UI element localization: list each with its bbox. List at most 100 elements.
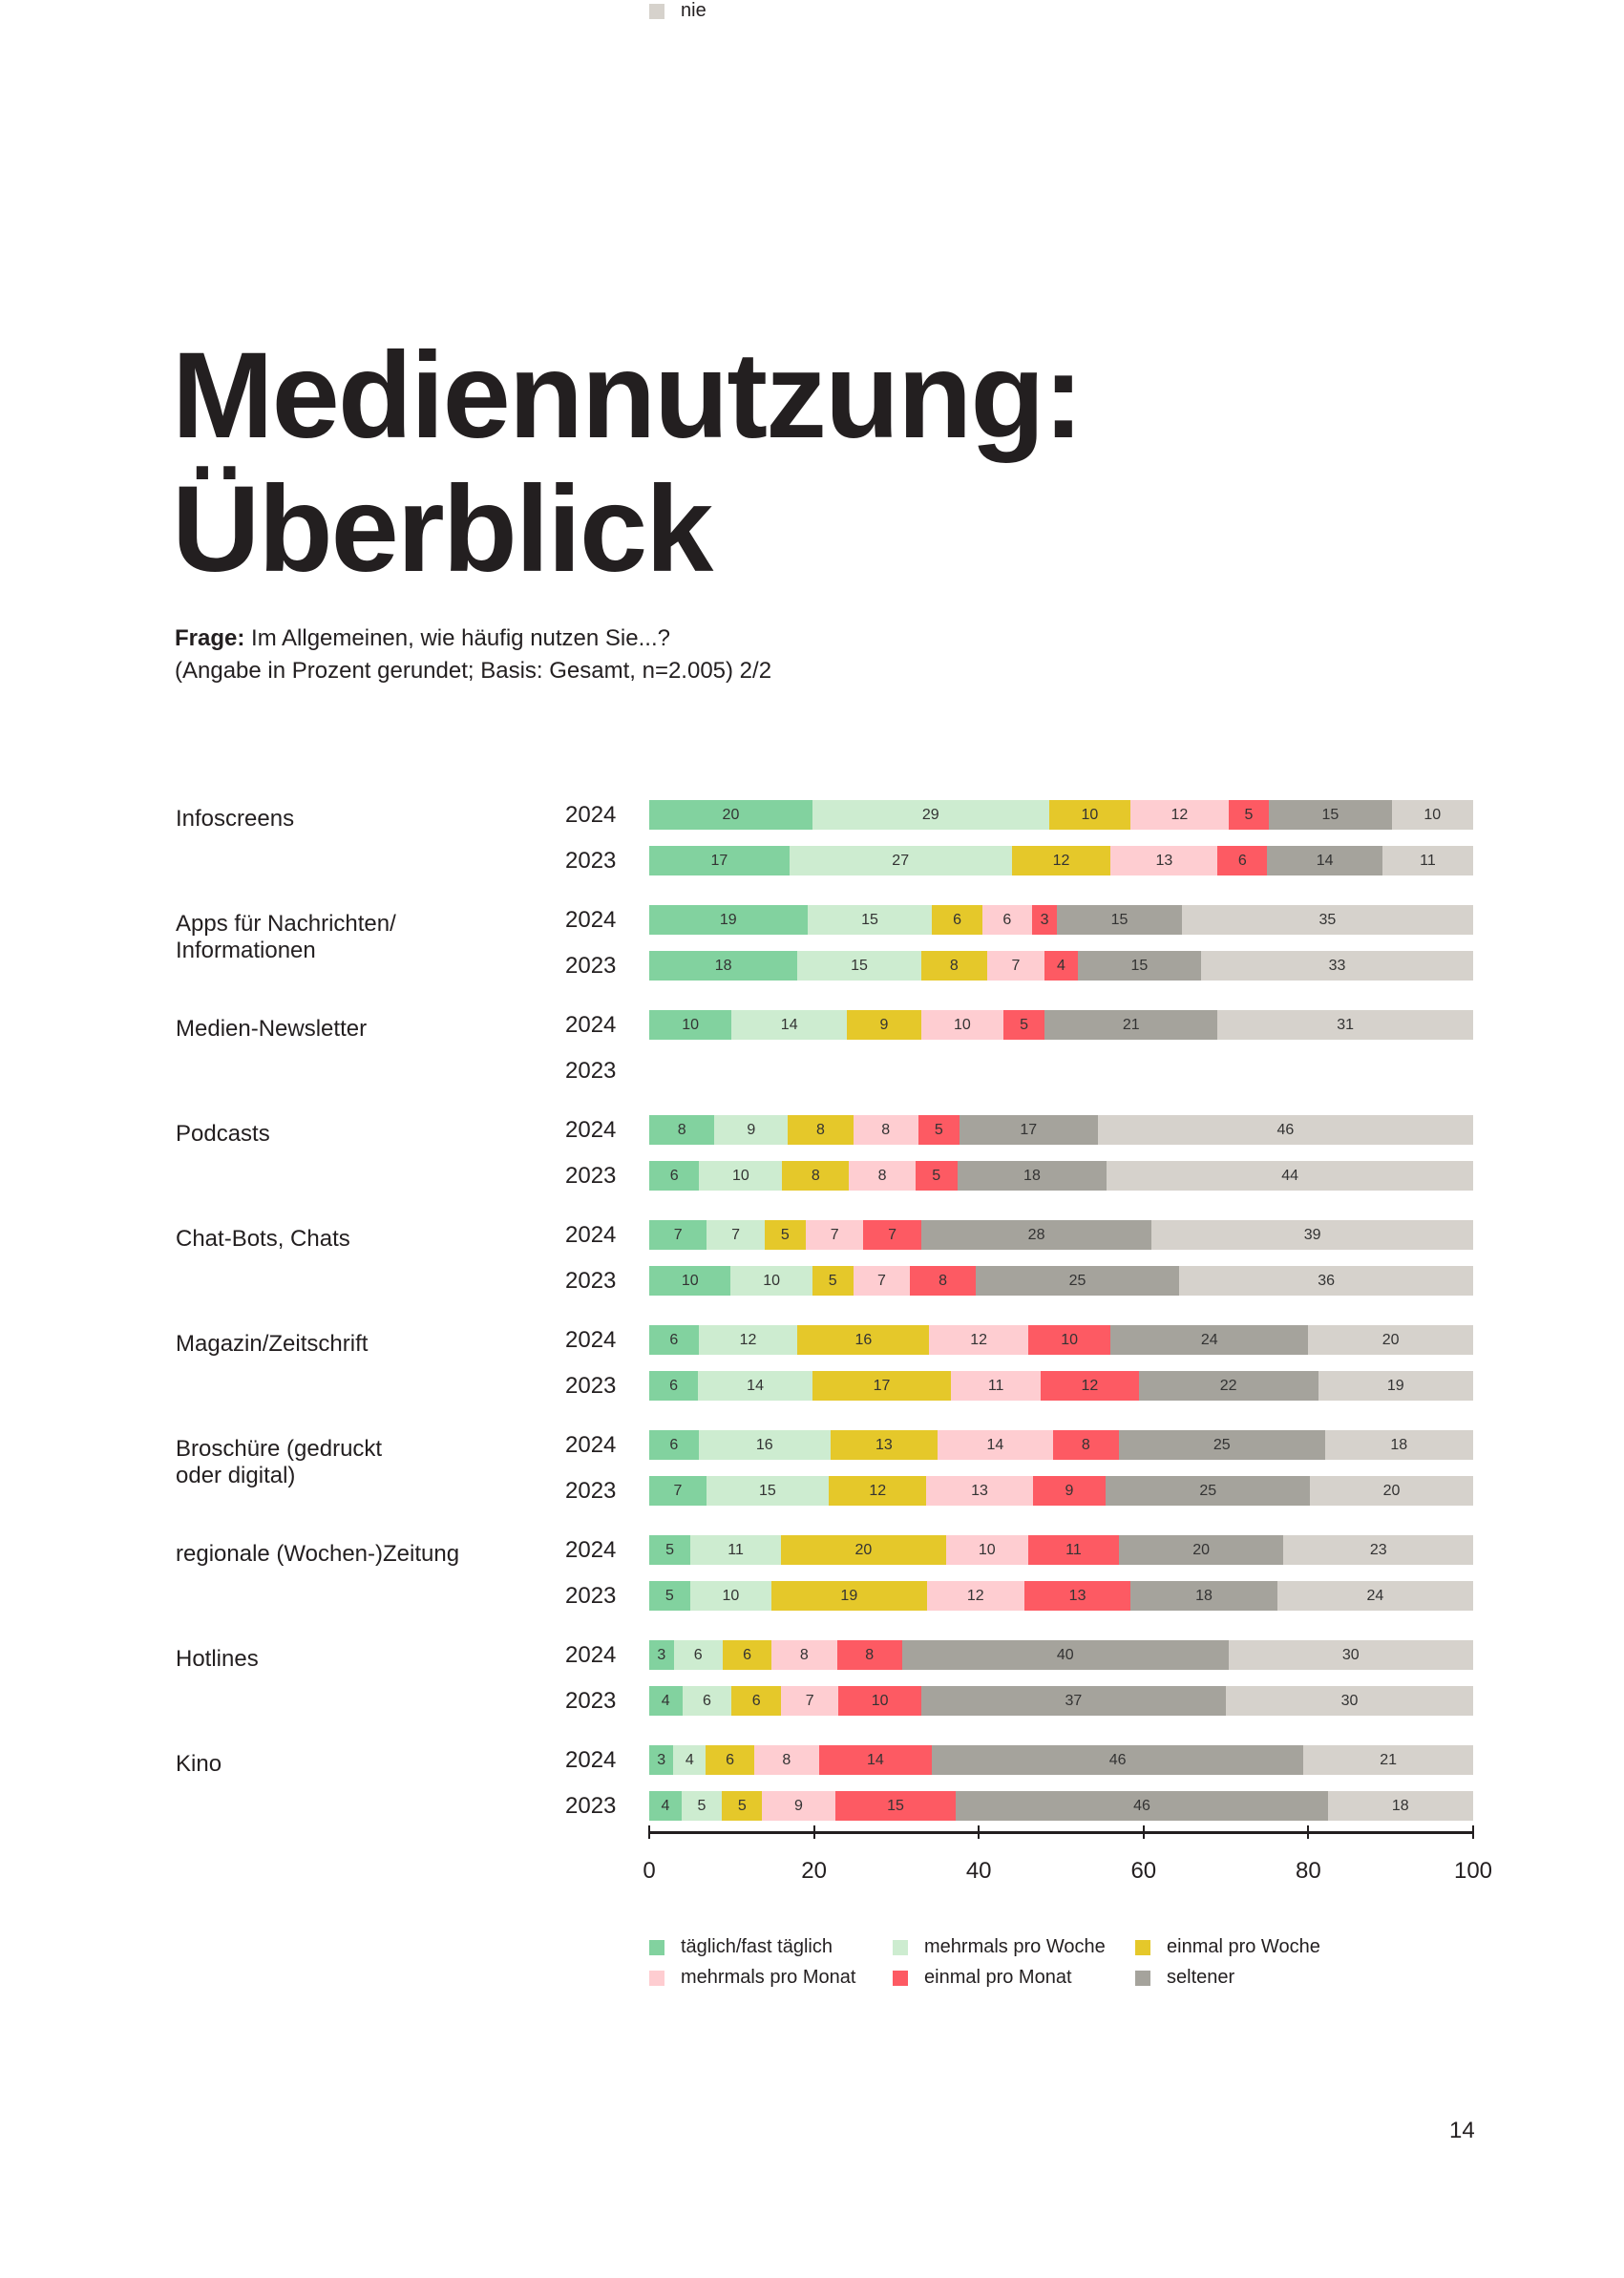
- bar-segment: 15: [797, 951, 921, 981]
- legend-label: nie: [681, 0, 707, 21]
- bar-segment: 19: [1318, 1371, 1473, 1401]
- bar-segment: 21: [1303, 1745, 1473, 1775]
- year-label: 2024: [565, 802, 617, 828]
- bar-segment: 5: [764, 1220, 806, 1250]
- bar-segment: 20: [1310, 1476, 1473, 1506]
- bar-segment: 12: [1041, 1371, 1139, 1401]
- bar-segment: 33: [1201, 951, 1473, 981]
- bar-segment: 44: [1107, 1161, 1473, 1191]
- bar-segment: 11: [1382, 846, 1473, 875]
- bar-segment: 3: [1031, 905, 1058, 935]
- bar-segment: 8: [920, 951, 987, 981]
- bar-segment: 5: [1003, 1010, 1045, 1040]
- basis-text: (Angabe in Prozent gerundet; Basis: Gesa…: [175, 658, 772, 684]
- legend-label: einmal pro Woche: [1167, 1936, 1320, 1957]
- x-axis-tick: [1307, 1825, 1310, 1839]
- bar-segment: 14: [938, 1430, 1053, 1460]
- stacked-bar: 8 9 8 8 5 17 46: [649, 1115, 1473, 1145]
- stacked-bar: 3 4 6 8 14 46 21: [649, 1745, 1473, 1775]
- year-label: 2024: [565, 1012, 617, 1038]
- bar-segment: 27: [789, 846, 1012, 875]
- bar-segment: 46: [932, 1745, 1304, 1775]
- x-tick-label: 80: [1296, 1858, 1321, 1884]
- bar-segment: 5: [649, 1535, 691, 1565]
- bar-segment: 19: [649, 905, 808, 935]
- question-block: Frage: Im Allgemeinen, wie häufig nutzen…: [175, 622, 771, 687]
- bar-segment: 18: [957, 1161, 1107, 1191]
- bar-segment: 8: [753, 1745, 819, 1775]
- bar-segment: 11: [1027, 1535, 1119, 1565]
- bar-segment: 11: [690, 1535, 782, 1565]
- bar-segment: 29: [812, 800, 1049, 830]
- bar-segment: 30: [1228, 1640, 1473, 1670]
- bar-segment: 5: [917, 1115, 960, 1145]
- bar-segment: 14: [731, 1010, 848, 1040]
- bar-segment: 20: [1118, 1535, 1284, 1565]
- x-axis-tick: [1472, 1825, 1474, 1839]
- year-label: 2024: [565, 907, 617, 933]
- bar-segment: 20: [781, 1535, 946, 1565]
- bar-segment: 10: [689, 1581, 772, 1611]
- stacked-bar: 6 12 16 12 10 24 20: [649, 1325, 1473, 1355]
- bar-segment: 25: [975, 1266, 1180, 1296]
- bar-segment: 12: [698, 1325, 798, 1355]
- bar-segment: 7: [805, 1220, 864, 1250]
- stacked-bar: 19 15 6 6 3 15 35: [649, 905, 1473, 935]
- year-label: 2024: [565, 1642, 617, 1668]
- legend-label: mehrmals pro Woche: [924, 1936, 1106, 1957]
- year-label: 2023: [565, 1688, 617, 1714]
- bar-segment: 10: [649, 1010, 732, 1040]
- bar-segment: 6: [649, 1161, 700, 1191]
- year-label: 2024: [565, 1222, 617, 1248]
- bar-segment: 25: [1118, 1430, 1325, 1460]
- bar-segment: 14: [818, 1745, 933, 1775]
- stacked-bar: 10 14 9 10 5 21 31: [649, 1010, 1473, 1040]
- stacked-bar: 17 27 12 13 6 14 11: [649, 846, 1473, 875]
- bar-segment: 11: [951, 1371, 1042, 1401]
- bar-segment: 30: [1226, 1686, 1473, 1716]
- bar-segment: 18: [1324, 1430, 1473, 1460]
- bar-segment: 7: [649, 1220, 707, 1250]
- bar-segment: 8: [853, 1115, 918, 1145]
- bar-segment: 10: [838, 1686, 921, 1716]
- category-label: Broschüre (gedruckt oder digital): [176, 1436, 383, 1488]
- question-text: Im Allgemeinen, wie häufig nutzen Sie...…: [244, 625, 670, 651]
- x-tick-label: 40: [965, 1858, 992, 1884]
- bar-segment: 4: [649, 1791, 682, 1821]
- bar-segment: 39: [1151, 1220, 1473, 1250]
- year-label: 2024: [565, 1432, 617, 1458]
- category-label: Medien-Newsletter: [176, 1016, 368, 1042]
- bar-segment: 15: [706, 1476, 829, 1506]
- legend-swatch: [649, 1939, 664, 1955]
- category-label: Podcasts: [176, 1121, 270, 1147]
- legend-swatch: [893, 1970, 908, 1986]
- bar-segment: 5: [649, 1581, 690, 1611]
- bar-segment: 6: [731, 1686, 782, 1716]
- bar-segment: 4: [673, 1745, 707, 1775]
- bar-segment: 5: [1228, 800, 1270, 830]
- bar-segment: 18: [1327, 1791, 1473, 1821]
- x-axis-tick: [648, 1825, 650, 1839]
- bar-segment: 12: [1011, 846, 1111, 875]
- bar-segment: 13: [1110, 846, 1218, 875]
- legend-label: einmal pro Monat: [924, 1967, 1072, 1988]
- bar-segment: 6: [706, 1745, 754, 1775]
- bar-segment: 6: [649, 1430, 699, 1460]
- bar-segment: 15: [1057, 905, 1182, 935]
- bar-segment: 46: [1097, 1115, 1473, 1145]
- bar-segment: 5: [915, 1161, 958, 1191]
- bar-segment: 40: [901, 1640, 1229, 1670]
- bar-segment: 9: [762, 1791, 835, 1821]
- bar-segment: 8: [782, 1161, 850, 1191]
- bar-segment: 24: [1276, 1581, 1473, 1611]
- bar-segment: 7: [863, 1220, 921, 1250]
- bar-segment: 3: [649, 1640, 674, 1670]
- bar-segment: 12: [926, 1581, 1025, 1611]
- year-label: 2024: [565, 1117, 617, 1143]
- year-label: 2024: [565, 1327, 617, 1353]
- legend-swatch: [893, 1939, 908, 1955]
- legend-item: seltener: [1135, 1967, 1234, 1989]
- bar-segment: 20: [1308, 1325, 1473, 1355]
- year-label: 2024: [565, 1537, 617, 1563]
- x-axis-tick: [812, 1825, 815, 1839]
